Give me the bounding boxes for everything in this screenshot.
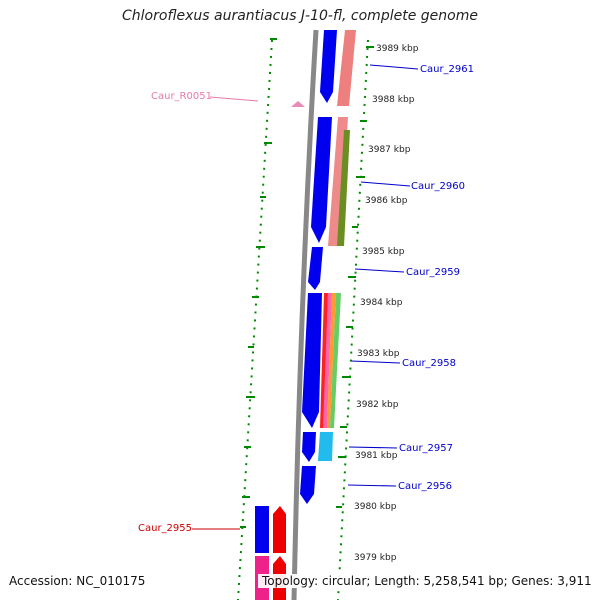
gene-caur-2956-forward bbox=[300, 466, 316, 504]
gc-dash bbox=[336, 506, 342, 508]
gc-dash bbox=[244, 446, 251, 448]
gene-label-caur-2959[interactable]: Caur_2959 bbox=[406, 267, 460, 278]
gc-dash bbox=[360, 120, 367, 122]
gene-callout-lines bbox=[192, 64, 419, 530]
gc-dash bbox=[270, 38, 277, 40]
scale-tick-label: 3979 kbp bbox=[354, 553, 397, 563]
accession-label: Accession: NC_010175 bbox=[9, 574, 146, 588]
map-title: Chloroflexus aurantiacus J-10-fl, comple… bbox=[122, 8, 478, 24]
genome-summary-label: Topology: circular; Length: 5,258,541 bp… bbox=[258, 574, 596, 588]
callout-line-caur-2958 bbox=[350, 360, 401, 364]
feature-caur-2958-pink bbox=[323, 293, 332, 428]
gene-caur-2955-forward bbox=[255, 506, 269, 553]
scale-tick-label: 3989 kbp bbox=[376, 44, 419, 54]
gc-dash bbox=[242, 496, 250, 498]
callout-line-caur-2956 bbox=[347, 484, 397, 487]
genome-backbone bbox=[291, 29, 319, 600]
gene-caur-2955-reverse bbox=[273, 506, 286, 553]
gene-caur-2959-forward bbox=[308, 247, 323, 290]
scale-tick-label: 3988 kbp bbox=[372, 95, 415, 105]
feature-caur-2958-red bbox=[320, 293, 328, 428]
gc-dash bbox=[348, 276, 356, 278]
gc-bars bbox=[240, 38, 374, 528]
scale-tick-label: 3984 kbp bbox=[360, 298, 403, 308]
callout-line-caur-2959 bbox=[354, 268, 405, 273]
gc-dash bbox=[366, 46, 374, 48]
scale-tick-label: 3980 kbp bbox=[354, 502, 397, 512]
gc-dash bbox=[356, 176, 365, 178]
feature-caur-2957-cyan bbox=[318, 432, 333, 461]
scale-ticks: 3989 kbp 3988 kbp 3987 kbp 3986 kbp 3985… bbox=[354, 44, 419, 563]
gene-label-caur-2956[interactable]: Caur_2956 bbox=[398, 481, 452, 492]
gene-caur-2960-forward bbox=[311, 117, 332, 243]
gene-caur-2958-forward bbox=[302, 293, 322, 428]
gc-dash bbox=[256, 246, 265, 248]
gc-dash bbox=[342, 376, 351, 378]
gc-dotted-line-left bbox=[237, 39, 273, 600]
feature-caur-2958-green bbox=[330, 293, 341, 428]
gc-dash bbox=[248, 346, 254, 348]
scale-tick-label: 3982 kbp bbox=[356, 400, 399, 410]
scale-tick-label: 3985 kbp bbox=[362, 247, 405, 257]
gc-dash bbox=[264, 142, 272, 144]
scale-tick-label: 3981 kbp bbox=[355, 451, 398, 461]
gene-label-caur-2955[interactable]: Caur_2955 bbox=[138, 523, 192, 534]
gc-dotted-line-right bbox=[337, 39, 369, 600]
gene-label-caur-2957[interactable]: Caur_2957 bbox=[399, 443, 453, 454]
gene-label-caur-2960[interactable]: Caur_2960 bbox=[411, 181, 465, 192]
gene-labels: Caur_2961 Caur_R0051 Caur_2960 Caur_2959… bbox=[138, 64, 474, 534]
callout-line-caur-2961 bbox=[369, 64, 419, 70]
gene-label-caur-2958[interactable]: Caur_2958 bbox=[402, 358, 456, 369]
gene-caur-2961-forward bbox=[320, 30, 337, 103]
scale-tick-label: 3986 kbp bbox=[365, 196, 408, 206]
gc-dash bbox=[252, 296, 259, 298]
gc-dash bbox=[346, 326, 353, 328]
feature-caur-2960-olive bbox=[337, 130, 350, 246]
feature-caur-2961-salmon bbox=[337, 30, 356, 106]
gc-content-track bbox=[237, 38, 374, 600]
gene-label-caur-2961[interactable]: Caur_2961 bbox=[420, 64, 474, 75]
callout-line-caur-r0051 bbox=[209, 96, 259, 102]
gene-caur-2957-forward bbox=[302, 432, 316, 462]
scale-tick-label: 3987 kbp bbox=[368, 145, 411, 155]
feature-caur-2958-orange bbox=[327, 293, 336, 428]
gc-dash bbox=[352, 226, 358, 228]
scale-tick-label: 3983 kbp bbox=[357, 349, 400, 359]
reverse-strand-features bbox=[255, 30, 356, 600]
rna-caur-r0051 bbox=[291, 101, 305, 107]
gc-dash bbox=[260, 196, 266, 198]
gene-label-caur-r0051[interactable]: Caur_R0051 bbox=[151, 91, 212, 102]
gc-dash bbox=[340, 426, 347, 428]
callout-line-caur-2960 bbox=[360, 181, 411, 187]
callout-line-caur-2957 bbox=[348, 446, 398, 449]
gc-dash bbox=[240, 526, 246, 528]
gc-dash bbox=[338, 456, 346, 458]
gc-dash bbox=[246, 396, 255, 398]
